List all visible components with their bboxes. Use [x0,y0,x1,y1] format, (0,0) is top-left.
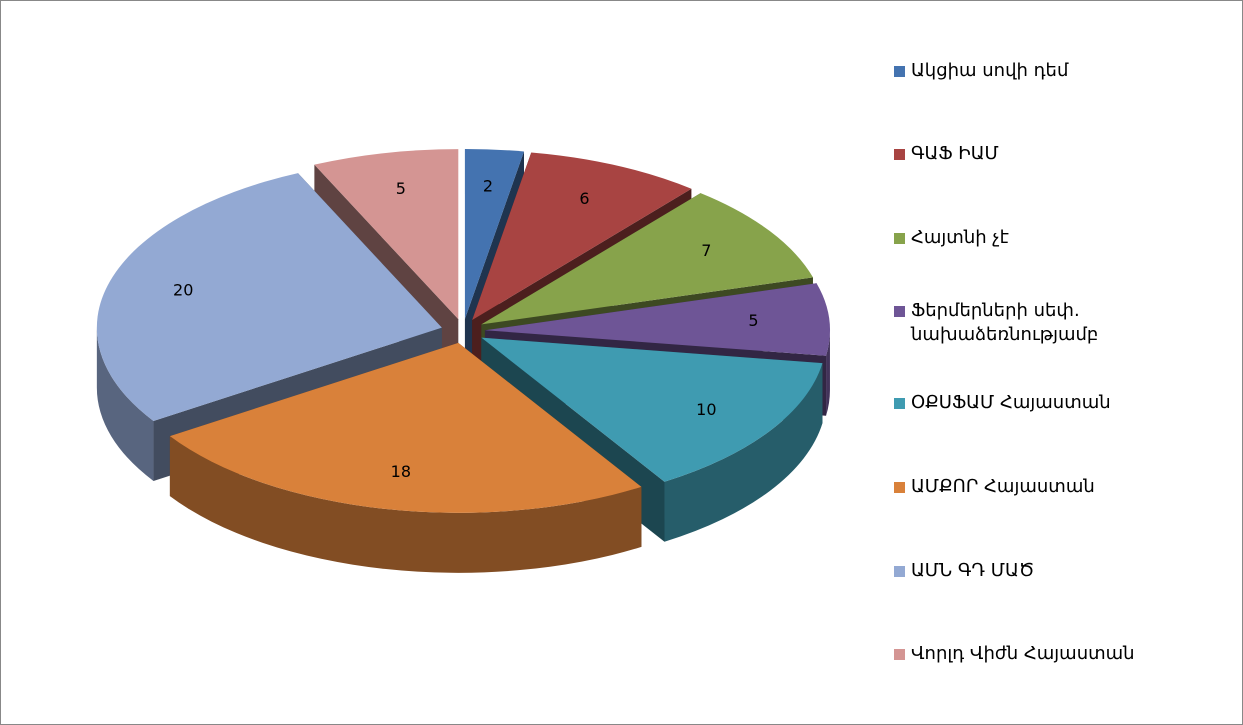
pie-slice [169,342,642,513]
legend-item: Ակցիա սովի դեմ [894,59,1211,83]
slice-outer-side [169,436,642,573]
slice-outer-side [96,327,154,481]
legend-item: Ֆերմերների սեփ. նախաձեռնությամբ [894,299,1111,347]
pie-slice-group [169,342,642,573]
legend-item: Վորլդ Վիժն Հայաստան [894,642,1211,666]
data-label: 5 [748,311,758,330]
legend-swatch [894,566,905,577]
legend-swatch [894,233,905,244]
data-label: 10 [696,400,716,419]
legend-swatch [894,306,905,317]
legend-item: ՕՔՍՖԱՄ Հայաստան [894,391,1211,415]
slice-outer-side [664,363,823,542]
data-label: 6 [579,189,589,208]
data-label: 20 [173,281,193,300]
legend-swatch [894,649,905,660]
legend-label: ՕՔՍՖԱՄ Հայաստան [911,392,1111,413]
legend-item: ԳԱՖ ԻԱՄ [894,142,1211,166]
pie-slice [464,148,524,319]
legend-swatch [894,149,905,160]
legend-label: ԳԱՖ ԻԱՄ [911,143,999,164]
pie-slice [481,193,813,325]
pie-slice [484,283,830,356]
legend-label: Ֆերմերների սեփ. նախաձեռնությամբ [911,300,1099,345]
legend-label: ԱՄՆ ԳԴ ՄԱԾ [911,560,1035,581]
pie-slice [96,173,442,421]
legend-label: Վորլդ Վիժն Հայաստան [911,643,1135,664]
legend-label: Ակցիա սովի դեմ [911,60,1069,81]
data-label: 5 [396,179,406,198]
legend-label: ԱՄՔՈՐ Հայաստան [911,476,1095,497]
data-label: 18 [391,462,411,481]
data-label: 7 [701,241,711,260]
pie-slice [314,149,459,320]
data-label: 2 [483,176,493,195]
slice-outer-side [826,330,830,416]
legend-swatch [894,482,905,493]
legend-swatch [894,66,905,77]
legend-item: ԱՄՆ ԳԴ ՄԱԾ [894,559,1211,583]
pie-slice [481,337,823,482]
legend-item: Հայտնի չէ [894,226,1211,250]
pie-slice [472,152,692,321]
legend-label: Հայտնի չէ [911,227,1009,248]
legend-swatch [894,398,905,409]
legend-item: ԱՄՔՈՐ Հայաստան [894,475,1211,499]
